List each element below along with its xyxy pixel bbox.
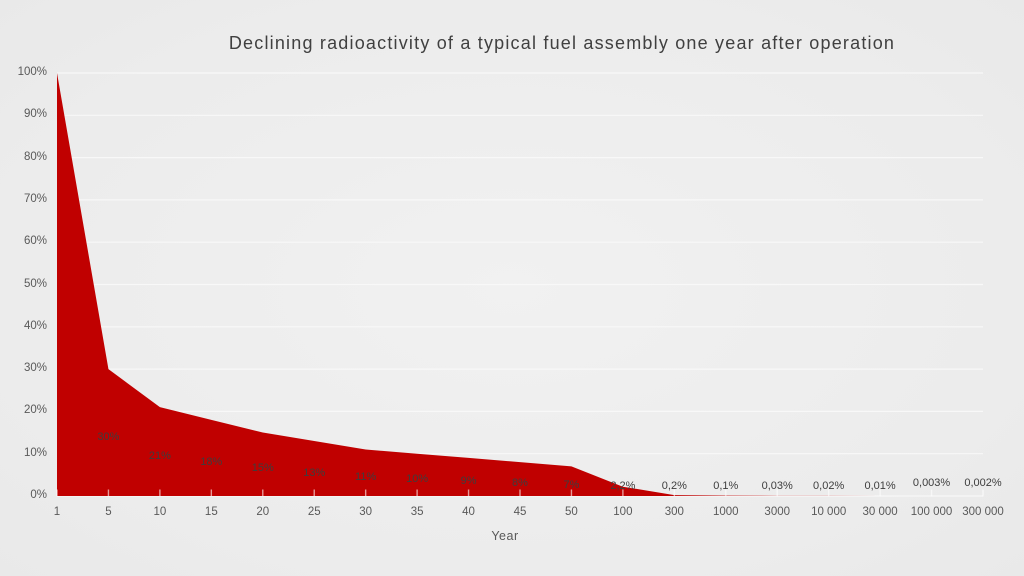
y-tick-label: 50% bbox=[23, 277, 47, 290]
x-tick-label: 300 000 bbox=[962, 506, 1004, 518]
data-point-label: 13% bbox=[303, 466, 326, 479]
x-tick-label: 1000 bbox=[712, 506, 739, 518]
x-tick-label: 25 bbox=[307, 506, 321, 518]
x-tick-label: 45 bbox=[513, 506, 527, 518]
data-point-label: 0,003% bbox=[912, 477, 951, 489]
data-point-label: 15% bbox=[251, 462, 274, 475]
x-tick-label: 40 bbox=[462, 506, 475, 518]
data-point-label: 0,03% bbox=[761, 480, 793, 492]
y-tick-label: 60% bbox=[23, 235, 47, 248]
x-tick-label: 35 bbox=[410, 506, 424, 518]
x-tick-label: 20 bbox=[256, 506, 270, 518]
data-point-label: 0,2% bbox=[661, 480, 687, 492]
y-tick-label: 30% bbox=[23, 362, 47, 375]
x-tick-label: 10 000 bbox=[811, 506, 847, 518]
y-tick-label: 40% bbox=[23, 319, 47, 332]
y-tick-label: 100% bbox=[17, 66, 47, 78]
x-tick-label: 1 bbox=[53, 506, 61, 518]
data-point-label: 2,2% bbox=[610, 480, 636, 492]
data-point-label: 7% bbox=[563, 479, 580, 492]
data-point-label: 10% bbox=[406, 472, 429, 485]
x-tick-label: 15 bbox=[204, 506, 218, 518]
x-tick-label: 30 bbox=[359, 506, 373, 518]
x-tick-label: 3000 bbox=[764, 506, 791, 518]
y-tick-label: 90% bbox=[23, 108, 47, 121]
y-tick-label: 0% bbox=[30, 489, 47, 501]
y-tick-label: 10% bbox=[23, 446, 47, 459]
x-tick-label: 30 000 bbox=[862, 506, 898, 518]
x-tick-label: 50 bbox=[565, 506, 578, 518]
data-point-label: 8% bbox=[512, 477, 528, 490]
y-tick-label: 20% bbox=[23, 404, 47, 417]
data-point-label: 0,01% bbox=[864, 480, 896, 492]
x-tick-label: 100 bbox=[613, 506, 633, 518]
y-tick-label: 70% bbox=[23, 192, 47, 205]
radioactivity-area-series bbox=[57, 73, 983, 496]
data-point-label: 11% bbox=[355, 470, 377, 483]
data-point-label: 18% bbox=[200, 455, 223, 468]
data-point-label: 0,1% bbox=[713, 480, 739, 492]
y-tick-label: 80% bbox=[23, 150, 47, 163]
data-point-label: 21% bbox=[148, 449, 171, 462]
chart-title: Declining radioactivity of a typical fue… bbox=[228, 33, 896, 53]
x-tick-label: 10 bbox=[153, 506, 167, 518]
data-point-label: 0,02% bbox=[813, 480, 845, 492]
x-axis-title: Year bbox=[491, 529, 519, 543]
x-tick-label: 100 000 bbox=[910, 506, 953, 518]
x-tick-label: 5 bbox=[105, 506, 112, 518]
data-point-label: 0,002% bbox=[964, 477, 1002, 489]
data-point-label: 30% bbox=[97, 430, 120, 443]
x-tick-label: 300 bbox=[664, 506, 684, 518]
data-point-label: 9% bbox=[460, 474, 477, 487]
